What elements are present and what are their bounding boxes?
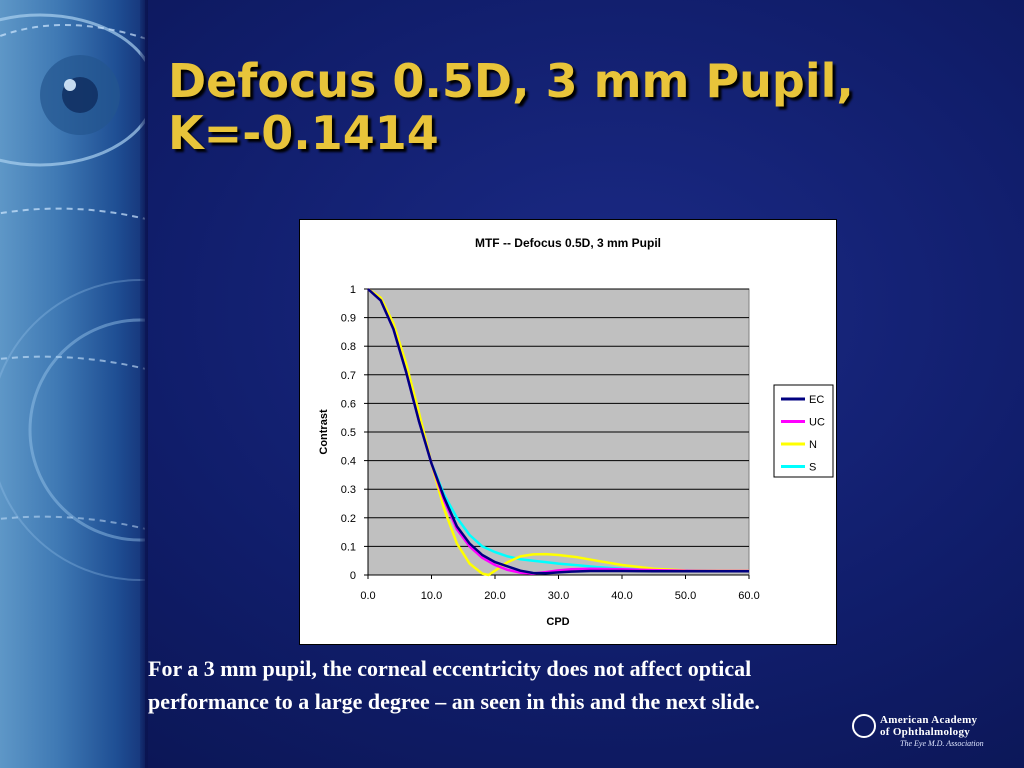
x-axis-ticks: 0.0 10.0 20.0 30.0 40.0 50.0 60.0 xyxy=(360,574,760,602)
y-tick-label: 0.7 xyxy=(341,370,356,382)
x-tick-label: 0.0 xyxy=(360,590,375,602)
y-tick-label: 0.4 xyxy=(341,456,356,468)
mtf-chart: MTF -- Defocus 0.5D, 3 mm Pupil 00.10.20… xyxy=(318,236,834,628)
y-tick-label: 1 xyxy=(350,284,356,296)
legend-label-uc: UC xyxy=(809,417,825,429)
y-tick-label: 0.3 xyxy=(341,484,356,496)
logo-line1: American Academy xyxy=(880,714,978,726)
y-tick-label: 0.2 xyxy=(341,513,356,525)
strip-shadow xyxy=(140,0,148,768)
chart-title: MTF -- Defocus 0.5D, 3 mm Pupil xyxy=(475,236,661,250)
chart-container: MTF -- Defocus 0.5D, 3 mm Pupil 0 0.1 0.2 0… xyxy=(299,219,837,645)
logo-line2: of Ophthalmology xyxy=(880,726,971,738)
y-tick-label: 0.1 xyxy=(341,541,356,553)
aao-logo: American Academy of Ophthalmology The Ey… xyxy=(852,712,1002,752)
y-tick-label: 0.9 xyxy=(341,313,356,325)
x-tick-label: 20.0 xyxy=(484,590,505,602)
y-tick-label: 0.5 xyxy=(341,427,356,439)
x-axis-label: CPD xyxy=(546,616,569,628)
caption-line2: performance to a large degree – an seen … xyxy=(148,689,760,714)
y-tick-label: 0.8 xyxy=(341,341,356,353)
x-tick-label: 60.0 xyxy=(738,590,759,602)
x-tick-label: 40.0 xyxy=(611,590,632,602)
y-axis-label: Contrast xyxy=(318,409,330,455)
series-line-ec xyxy=(367,288,749,575)
x-tick-label: 50.0 xyxy=(675,590,696,602)
legend-label-s: S xyxy=(809,462,816,474)
legend-label-n: N xyxy=(809,439,817,451)
series-lines xyxy=(367,287,749,577)
logo-tagline: The Eye M.D. Association xyxy=(900,739,984,748)
x-tick-label: 30.0 xyxy=(548,590,569,602)
legend-label-ec: EC xyxy=(809,394,824,406)
legend: EC UC NS xyxy=(781,394,825,474)
y-tick-label: 0.6 xyxy=(341,398,356,410)
y-tick-label: 0 xyxy=(350,570,356,582)
y-axis-ticks: 0 0.1 0.2 0.3 0.4 0.5 0.6 0.7 0.8 0.9 1 xyxy=(341,284,369,582)
slide-title-line2: K=-0.1414 xyxy=(168,106,439,160)
eye-graphic xyxy=(0,13,145,581)
x-tick-label: 10.0 xyxy=(421,590,442,602)
gridlines xyxy=(368,288,749,547)
decorative-eye-strip xyxy=(0,0,145,768)
slide-caption: For a 3 mm pupil, the corneal eccentrici… xyxy=(148,652,948,718)
slide-title-line1: Defocus 0.5D, 3 mm Pupil, xyxy=(168,54,854,108)
slide-title: Defocus 0.5D, 3 mm Pupil, K=-0.1414 xyxy=(168,55,968,159)
aao-logo-icon xyxy=(852,714,876,738)
caption-line1: For a 3 mm pupil, the corneal eccentrici… xyxy=(148,656,752,681)
